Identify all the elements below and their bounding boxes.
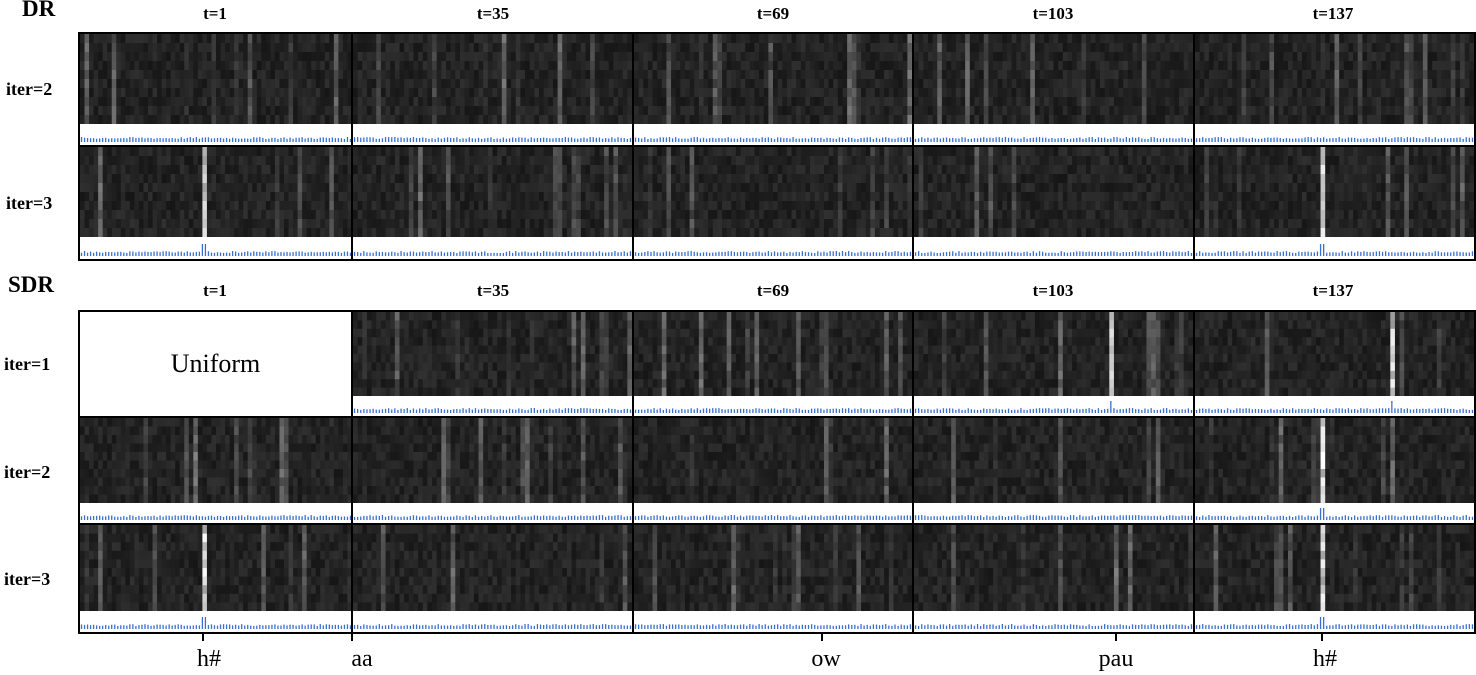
sdr-col-label-t1: t=1 xyxy=(203,281,227,300)
dr-panel-iter3-col5 xyxy=(1195,147,1474,260)
sdr-col-label-t35: t=35 xyxy=(476,281,510,300)
dr-panel-iter2-col3 xyxy=(634,34,912,146)
dr-panel-iter2-col1 xyxy=(80,34,352,146)
dr-col-label-t35: t=35 xyxy=(476,4,510,23)
sdr-panel-iter3-col5 xyxy=(1195,525,1474,633)
dr-row-label-iter3: iter=3 xyxy=(6,193,53,213)
sdr-panel-iter1-col2 xyxy=(353,312,632,417)
dr-row-label-iter2: iter=2 xyxy=(6,79,53,99)
phone-label-ow: ow xyxy=(811,646,841,672)
sdr-panel-iter3-col3 xyxy=(634,525,912,633)
phone-label-aa: aa xyxy=(351,646,373,672)
dr-panel-iter2-col2 xyxy=(353,34,632,146)
dr-panel-iter2-col4 xyxy=(914,34,1193,146)
sdr-col-label-t69: t=69 xyxy=(756,281,790,300)
dr-panel-iter3-col4 xyxy=(914,147,1193,260)
sdr-panel-iter3-col1 xyxy=(80,525,352,633)
sdr-panel-iter2-col1 xyxy=(80,418,352,524)
sdr-panel-iter2-col4 xyxy=(914,418,1193,524)
sdr-col-label-t137: t=137 xyxy=(1312,281,1354,300)
uniform-cell: Uniform xyxy=(79,311,352,417)
sdr-panel-iter3-col4 xyxy=(914,525,1193,633)
phone-label-h1: h# xyxy=(197,646,221,672)
uniform-label: Uniform xyxy=(170,349,261,378)
sdr-panel-iter2-col3 xyxy=(634,418,912,524)
sdr-panel-iter1-col5 xyxy=(1195,312,1474,417)
dr-col-label-t103: t=103 xyxy=(1032,4,1074,23)
sdr-panel-iter2-col2 xyxy=(353,418,632,524)
dr-section-title: DR xyxy=(22,0,56,21)
sdr-panel-iter1-col4 xyxy=(914,312,1193,417)
dr-col-label-t1: t=1 xyxy=(203,4,227,23)
dr-col-label-t137: t=137 xyxy=(1312,4,1354,23)
phone-label-h2: h# xyxy=(1313,646,1337,672)
dr-panel-iter3-col1 xyxy=(80,147,352,260)
sdr-row-label-iter1: iter=1 xyxy=(4,354,51,374)
dr-panel-iter3-col3 xyxy=(634,147,912,260)
sdr-panel-iter2-col5 xyxy=(1195,418,1474,524)
sdr-panel-iter1-col3 xyxy=(634,312,912,417)
sdr-col-label-t103: t=103 xyxy=(1032,281,1074,300)
dr-panel-iter3-col2 xyxy=(353,147,632,260)
sdr-row-label-iter2: iter=2 xyxy=(4,462,51,482)
sdr-section-title: SDR xyxy=(8,272,55,297)
sdr-panel-iter3-col2 xyxy=(353,525,632,633)
dr-panel-iter2-col5 xyxy=(1195,34,1474,146)
sdr-row-label-iter3: iter=3 xyxy=(4,569,51,589)
phone-label-pau: pau xyxy=(1098,646,1134,672)
dr-col-label-t69: t=69 xyxy=(756,4,790,23)
